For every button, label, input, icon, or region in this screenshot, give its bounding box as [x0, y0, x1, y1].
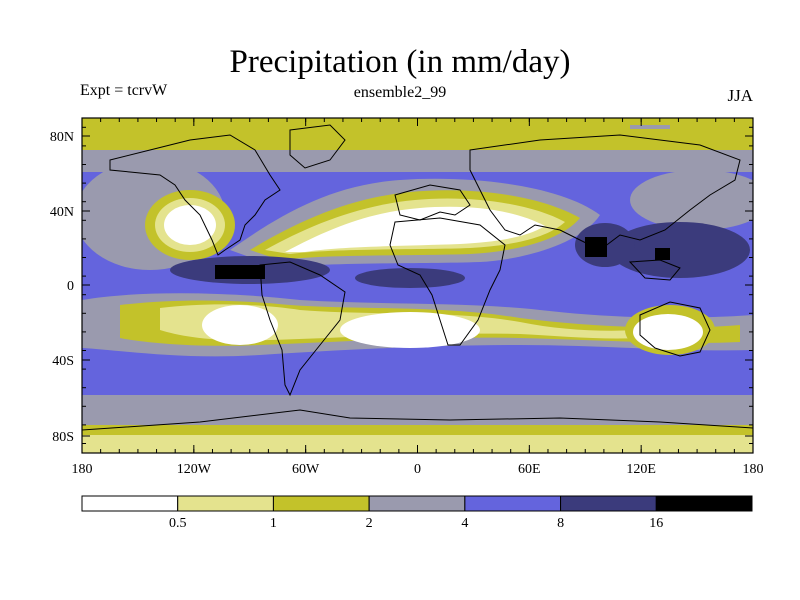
latitude-label: 40S — [52, 354, 74, 369]
season-label: JJA — [727, 86, 753, 105]
colorbar-label: 16 — [649, 516, 663, 531]
ensemble-label: ensemble2_99 — [353, 84, 447, 101]
coastlines — [82, 124, 753, 431]
colorbar-swatch — [655, 495, 753, 512]
longitude-label: 60W — [292, 462, 320, 477]
colorbar-swatch — [464, 495, 562, 512]
colorbar-label: 2 — [366, 516, 373, 531]
longitude-label: 120W — [177, 462, 212, 477]
colorbar-label: 1 — [270, 516, 277, 531]
colorbar-swatch — [560, 495, 657, 512]
precipitation-field — [82, 118, 753, 453]
longitude-label: 180 — [72, 462, 93, 477]
latitude-label: 0 — [67, 279, 74, 294]
colorbar-swatch — [81, 495, 179, 512]
latitude-label: 80S — [52, 430, 74, 445]
colorbar-swatch — [368, 495, 466, 512]
latitude-label: 40N — [50, 205, 74, 220]
longitude-label: 180 — [743, 462, 764, 477]
colorbar: 0.5 1 2 4 8 16 — [81, 495, 753, 531]
longitude-label: 60E — [518, 462, 541, 477]
longitude-label: 0 — [414, 462, 421, 477]
latitude-axis: 80N 40N 0 40S 80S — [50, 126, 753, 445]
colorbar-label: 8 — [557, 516, 564, 531]
colorbar-label: 4 — [461, 516, 468, 531]
latitude-label: 80N — [50, 130, 74, 145]
longitude-axis: 180 120W 60W 0 60E 120E 180 — [72, 118, 764, 477]
colorbar-swatch — [272, 495, 370, 512]
experiment-label: Expt = tcrvW — [80, 82, 168, 99]
map-title: Precipitation (in mm/day) — [229, 44, 571, 80]
longitude-label: 120E — [626, 462, 656, 477]
colorbar-swatch — [177, 495, 274, 512]
colorbar-label: 0.5 — [169, 516, 187, 531]
